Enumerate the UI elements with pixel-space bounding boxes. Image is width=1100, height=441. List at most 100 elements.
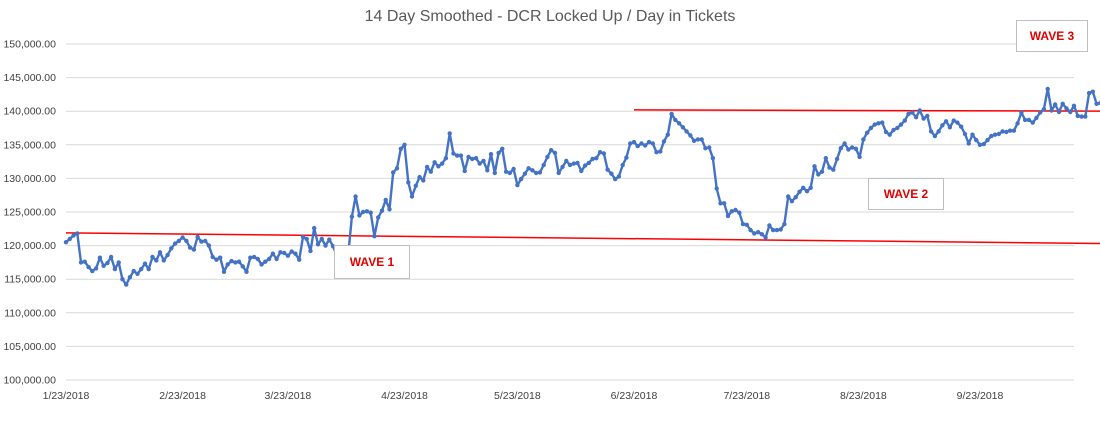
data-point	[865, 130, 870, 135]
data-point	[1053, 102, 1058, 107]
y-tick-label: 140,000.00	[3, 106, 56, 118]
data-point	[112, 266, 118, 272]
data-point	[902, 118, 907, 123]
data-point	[402, 142, 407, 147]
data-point	[665, 132, 670, 137]
data-point	[1075, 113, 1081, 119]
data-point	[913, 115, 919, 120]
data-point	[180, 235, 185, 240]
y-tick-label: 100,000.00	[3, 375, 56, 387]
wave-3-label: WAVE 3	[1016, 20, 1088, 52]
data-point	[372, 234, 377, 239]
data-point	[470, 156, 475, 162]
data-point	[759, 232, 764, 237]
data-point	[496, 150, 501, 156]
data-point	[409, 194, 415, 199]
data-point	[455, 153, 460, 158]
data-point	[774, 227, 780, 233]
data-point	[1034, 115, 1039, 121]
data-point	[406, 180, 411, 185]
data-point	[236, 259, 242, 264]
chart-title: 14 Day Smoothed - DCR Locked Up / Day in…	[364, 8, 736, 25]
data-point	[206, 243, 212, 248]
y-tick-label: 105,000.00	[3, 341, 56, 353]
data-point	[906, 111, 911, 117]
y-axis-ticks: 100,000.00 105,000.00 110,000.00 115,000.00…	[3, 39, 56, 387]
data-point	[492, 170, 497, 176]
data-point	[424, 164, 430, 170]
data-point	[255, 256, 260, 262]
data-point	[353, 194, 358, 199]
data-point	[146, 266, 151, 272]
data-point	[458, 153, 464, 158]
data-point	[710, 156, 716, 161]
data-point	[398, 146, 403, 151]
data-point	[391, 170, 396, 175]
data-point	[191, 247, 197, 252]
data-point	[895, 125, 900, 131]
data-point	[1060, 101, 1065, 107]
data-point	[176, 238, 181, 244]
data-point	[740, 221, 746, 227]
gridlines	[66, 43, 1074, 381]
data-point	[853, 146, 859, 151]
data-point	[684, 129, 689, 134]
y-tick-label: 125,000.00	[3, 207, 56, 219]
data-point	[1049, 108, 1054, 113]
data-point	[707, 145, 712, 150]
x-tick-label: 3/23/2018	[265, 390, 312, 402]
data-point	[199, 239, 204, 244]
data-point	[714, 186, 719, 191]
data-point	[101, 263, 106, 268]
data-point	[97, 255, 103, 260]
x-tick-label: 6/23/2018	[611, 390, 658, 402]
data-point	[1064, 106, 1069, 111]
data-point	[755, 230, 761, 235]
data-point	[436, 164, 441, 169]
data-point	[834, 156, 840, 162]
data-point	[439, 161, 445, 166]
data-point	[1022, 117, 1028, 123]
data-point	[364, 209, 370, 214]
data-point	[108, 254, 114, 260]
data-point	[635, 143, 640, 149]
data-point	[526, 166, 531, 171]
data-point	[169, 246, 174, 251]
data-point	[616, 174, 622, 179]
data-point	[515, 182, 520, 188]
data-point	[827, 165, 832, 170]
data-point	[105, 260, 110, 266]
data-point	[274, 256, 279, 262]
data-point	[150, 254, 155, 260]
data-point	[323, 243, 328, 248]
wave-1-line	[65, 232, 1100, 245]
series-line	[64, 87, 1100, 286]
data-point	[278, 250, 283, 255]
data-point	[154, 258, 159, 263]
data-point	[661, 139, 667, 144]
data-point	[816, 172, 821, 177]
data-point	[966, 141, 971, 146]
data-point	[575, 160, 580, 166]
data-point	[605, 167, 610, 172]
data-point	[819, 169, 825, 174]
data-point	[289, 249, 294, 254]
data-point	[383, 197, 388, 203]
data-point	[443, 156, 449, 161]
data-point	[564, 158, 569, 164]
data-point	[473, 156, 479, 161]
data-point	[251, 254, 257, 260]
data-point	[925, 113, 930, 119]
data-point	[1041, 107, 1047, 112]
data-point	[304, 236, 309, 242]
data-point	[770, 227, 776, 233]
data-point	[981, 141, 986, 147]
data-point	[970, 132, 975, 137]
data-point	[601, 151, 607, 156]
data-point	[552, 150, 558, 156]
data-point	[447, 131, 452, 136]
data-point	[240, 264, 245, 269]
data-point	[1094, 101, 1099, 107]
x-tick-label: 4/23/2018	[381, 390, 428, 402]
data-point	[67, 236, 73, 242]
